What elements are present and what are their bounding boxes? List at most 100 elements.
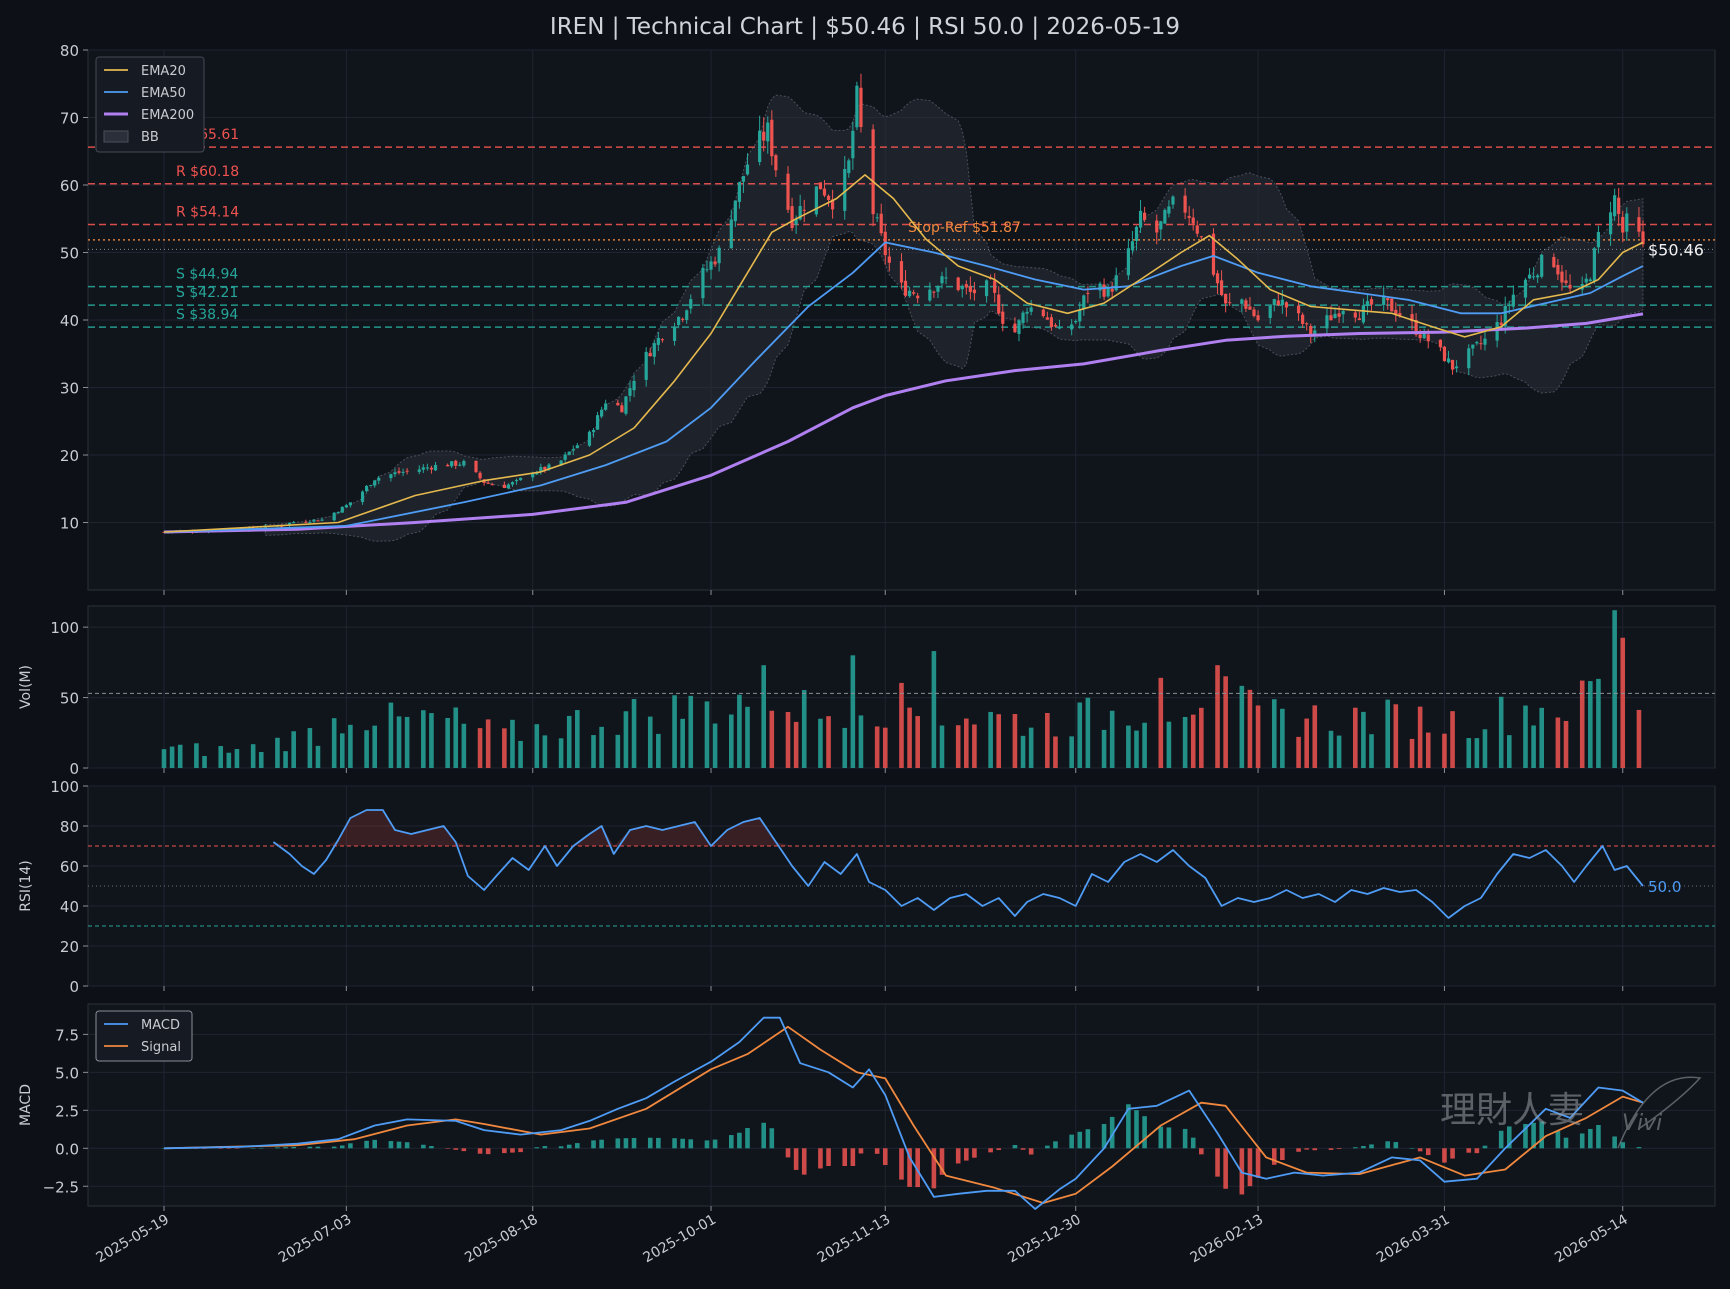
candle-body xyxy=(1369,299,1374,305)
macd-histogram-bar xyxy=(761,1122,767,1149)
candle-body xyxy=(1442,346,1447,362)
macd-histogram-bar xyxy=(1020,1148,1026,1150)
candle-body xyxy=(1592,248,1596,282)
macd-histogram-bar xyxy=(931,1148,937,1189)
candle-body xyxy=(417,469,421,472)
rsi-ytick-label: 0 xyxy=(69,978,79,996)
watermark-text: 理財人妻 xyxy=(1440,1090,1584,1131)
candle-body xyxy=(474,460,478,473)
macd-histogram-bar xyxy=(939,1148,945,1175)
volume-bar xyxy=(566,715,572,768)
candle-body xyxy=(567,451,571,455)
macd-histogram-bar xyxy=(769,1128,775,1149)
candle-body xyxy=(1382,295,1386,306)
macd-histogram-bar xyxy=(1134,1110,1139,1149)
candle-body xyxy=(478,472,482,479)
volume-bar xyxy=(1134,730,1139,768)
candle-body xyxy=(1134,226,1139,241)
vol-ytick-label: 0 xyxy=(69,760,79,778)
candle-body xyxy=(401,471,405,473)
volume-bar xyxy=(364,730,369,768)
macd-histogram-bar xyxy=(218,1148,224,1149)
candle-body xyxy=(1495,322,1499,341)
level-label-resistance: R $60.18 xyxy=(176,164,239,180)
candle-body xyxy=(843,169,847,211)
candle-body xyxy=(1025,311,1029,314)
volume-bar xyxy=(1012,714,1018,768)
macd-histogram-bar xyxy=(502,1148,507,1154)
candle-body xyxy=(1078,309,1082,322)
candle-body xyxy=(822,188,827,196)
candle-body xyxy=(814,186,818,215)
candle-body xyxy=(672,327,677,341)
volume-bar xyxy=(534,724,540,768)
macd-histogram-bar xyxy=(1636,1147,1642,1149)
macd-histogram-bar xyxy=(899,1148,904,1180)
candle-body xyxy=(1564,280,1568,284)
candle-body xyxy=(1195,225,1199,234)
macd-histogram-bar xyxy=(202,1148,207,1149)
volume-bar xyxy=(899,682,904,768)
candle-body xyxy=(1621,216,1625,233)
volume-bar xyxy=(1539,707,1544,768)
macd-histogram-bar xyxy=(1077,1131,1083,1149)
volume-bar xyxy=(964,718,969,768)
price-ytick-label: 80 xyxy=(60,42,79,60)
candle-body xyxy=(1082,295,1086,309)
macd-histogram-bar xyxy=(558,1146,564,1149)
candle-body xyxy=(591,429,596,433)
candle-body xyxy=(766,122,770,142)
volume-bar xyxy=(388,702,394,768)
macd-histogram-bar xyxy=(1304,1148,1309,1150)
vol-ytick-label: 50 xyxy=(60,690,79,708)
legend-label-ema50: EMA50 xyxy=(141,86,186,101)
macd-histogram-bar xyxy=(396,1141,402,1149)
volume-bar xyxy=(1069,736,1074,768)
price-ytick-label: 20 xyxy=(60,447,79,465)
candle-body xyxy=(1187,216,1191,218)
volume-bar xyxy=(599,726,604,768)
macd-histogram-bar xyxy=(599,1139,604,1149)
candle-body xyxy=(446,464,450,467)
candle-body xyxy=(899,261,904,283)
volume-bar xyxy=(396,716,402,768)
candle-body xyxy=(1098,283,1102,291)
candle-body xyxy=(1284,302,1289,308)
volume-bar xyxy=(1612,610,1617,768)
volume-bar xyxy=(485,719,491,768)
candle-body xyxy=(563,454,567,460)
rsi-panel-frame xyxy=(87,785,1716,987)
volume-bar xyxy=(688,695,694,768)
macd-histogram-bar xyxy=(283,1147,288,1149)
price-ytick-label: 10 xyxy=(60,515,79,533)
volume-bar xyxy=(874,726,880,768)
volume-bar xyxy=(972,724,977,768)
volume-bar xyxy=(445,717,450,768)
candle-body xyxy=(1183,195,1187,213)
macd-histogram-bar xyxy=(1498,1130,1504,1149)
macd-histogram-bar xyxy=(1215,1148,1220,1177)
rsi-ytick-label: 40 xyxy=(60,898,79,916)
macd-histogram-bar xyxy=(1482,1145,1488,1149)
candle-body xyxy=(1475,342,1479,344)
rsi-last-value: 50.0 xyxy=(1648,878,1681,896)
volume-bar xyxy=(1223,676,1228,768)
macd-ytick-label: 5.0 xyxy=(55,1064,79,1082)
volume-bar xyxy=(339,733,345,768)
candle-body xyxy=(531,474,535,478)
candle-body xyxy=(458,464,462,466)
level-label-support: S $44.94 xyxy=(176,267,238,283)
volume-bar xyxy=(915,716,920,768)
macd-histogram-bar xyxy=(331,1146,337,1149)
volume-bar xyxy=(996,714,1002,768)
macd-histogram-bar xyxy=(315,1146,321,1149)
volume-bar xyxy=(1450,711,1455,768)
macd-line xyxy=(163,1016,1644,1210)
candle-body xyxy=(656,337,660,345)
volume-bar xyxy=(404,716,410,768)
volume-bar xyxy=(1101,729,1107,768)
rsi-ytick-label: 80 xyxy=(60,818,79,836)
candle-body xyxy=(1041,309,1045,317)
macd-histogram-bar xyxy=(339,1145,345,1149)
candle-body xyxy=(794,218,798,225)
